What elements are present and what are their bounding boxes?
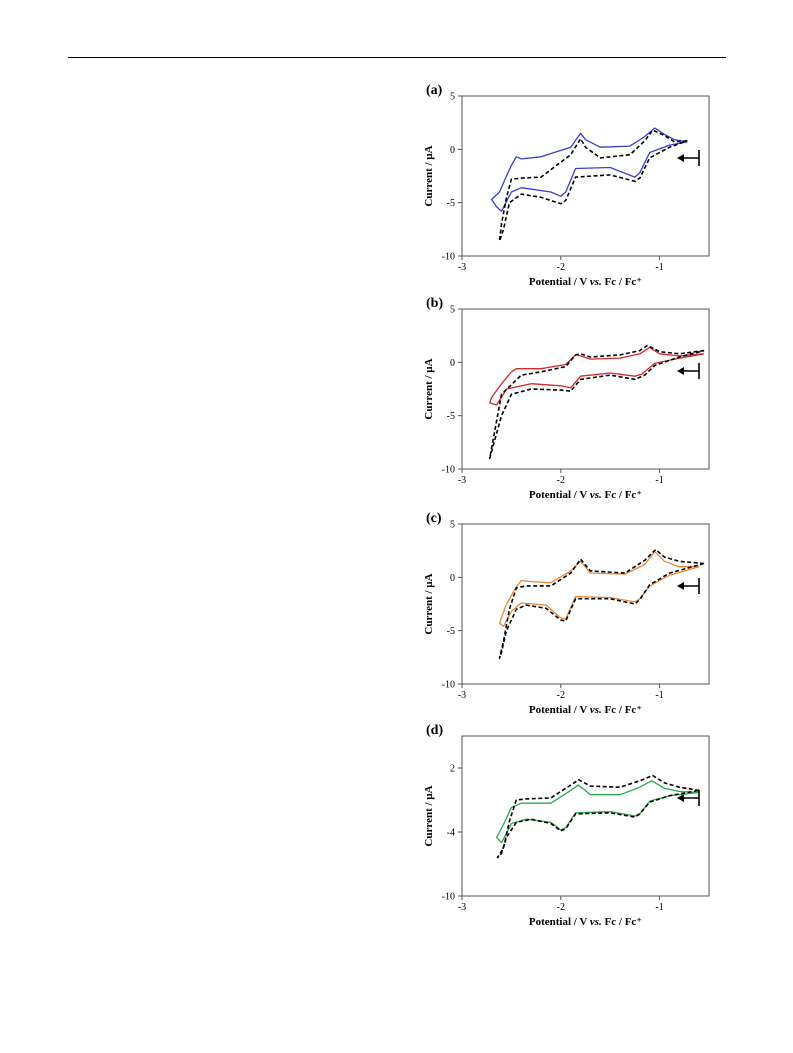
y-tick-label: -5	[447, 626, 455, 637]
x-tick-label: -1	[655, 262, 663, 273]
cv-chart-svg: (b) 5 0 -5 -10-3 -2 -1 Current / µA Potential / …	[423, 296, 710, 501]
header-rule	[68, 57, 726, 58]
dashed-cv-trace	[498, 129, 688, 242]
y-tick-label: 5	[450, 305, 455, 316]
x-tick-label: -3	[458, 262, 466, 273]
x-axis-title: Potential / V vs. Fc / Fc⁺	[529, 916, 642, 928]
x-axis-title: Potential / V vs. Fc / Fc⁺	[529, 489, 642, 501]
plot-frame	[461, 523, 710, 685]
solid-cv-trace	[495, 780, 700, 844]
x-tick-label: -3	[458, 690, 466, 701]
y-tick-label: -5	[447, 198, 455, 209]
y-axis-title: Current / µA	[423, 573, 435, 634]
x-tick-label: -2	[557, 690, 565, 701]
dashed-cv-trace	[496, 774, 700, 859]
chart-panel-c: (c) 5 0 -5 -10 -3 -2 -1 Current / µA Potential / …	[410, 511, 720, 724]
y-tick-label: 0	[450, 573, 455, 584]
x-axis-title: Potential / V vs. Fc / Fc⁺	[529, 276, 642, 288]
solid-cv-trace	[489, 346, 705, 406]
y-tick-label: 2	[450, 764, 455, 775]
y-tick-label: 0	[450, 145, 455, 156]
chart-panel-a: (a) 5 0 -5 -10 -3 -2 -1 Current / µA Potential / …	[410, 83, 720, 296]
x-tick-label: -1	[655, 475, 663, 486]
panel-label: (b)	[426, 296, 443, 311]
cv-chart-svg: (a) 5 0 -5 -10-3 -2 -1 Current / µA Potential / …	[423, 83, 710, 288]
y-tick-label: 5	[450, 520, 455, 531]
y-tick-label: -4	[447, 828, 455, 839]
y-tick-label: -10	[442, 252, 455, 263]
panel-label: (a)	[426, 83, 443, 98]
scan-direction-arrow-icon	[677, 578, 700, 594]
panel-label: (d)	[426, 723, 443, 738]
y-axis-title: Current / µA	[423, 785, 435, 846]
scan-direction-arrow-icon	[677, 790, 700, 806]
x-axis-title: Potential / V vs. Fc / Fc⁺	[529, 704, 642, 716]
x-tick-label: -1	[655, 690, 663, 701]
x-tick-label: -2	[557, 902, 565, 913]
x-tick-label: -2	[557, 475, 565, 486]
y-tick-label: -10	[442, 680, 455, 691]
y-tick-label: 5	[450, 92, 455, 103]
cv-chart-svg: (d) 2 -4 -10-3 -2 -1 Current / µA Potential / V…	[423, 723, 710, 928]
plot-frame	[461, 95, 710, 257]
y-axis-title: Current / µA	[423, 358, 435, 419]
x-tick-label: -2	[557, 262, 565, 273]
panel-label: (c)	[426, 511, 442, 526]
y-tick-label: 0	[450, 358, 455, 369]
y-tick-label: -10	[442, 465, 455, 476]
cv-chart-svg: (c) 5 0 -5 -10-3 -2 -1 Current / µA Potential / …	[423, 511, 710, 716]
x-tick-label: -3	[458, 902, 466, 913]
scan-direction-arrow-icon	[677, 363, 700, 379]
y-tick-label: -5	[447, 411, 455, 422]
plot-frame	[461, 308, 710, 470]
solid-cv-trace	[498, 551, 700, 628]
plot-frame	[461, 735, 710, 897]
x-tick-label: -1	[655, 902, 663, 913]
chart-panel-b: (b) 5 0 -5 -10 -3 -2 -1 Current / µA Potential / …	[410, 296, 720, 509]
dashed-cv-trace	[488, 344, 705, 460]
dashed-cv-trace	[498, 548, 705, 660]
y-tick-label: -10	[442, 892, 455, 903]
x-tick-label: -3	[458, 475, 466, 486]
solid-cv-trace	[490, 127, 688, 212]
y-axis-title: Current / µA	[423, 145, 435, 206]
scan-direction-arrow-icon	[677, 150, 700, 166]
chart-panel-d: (d) 2 -4 -10 -3 -2 -1 Current / µA Potential / V…	[410, 723, 720, 936]
